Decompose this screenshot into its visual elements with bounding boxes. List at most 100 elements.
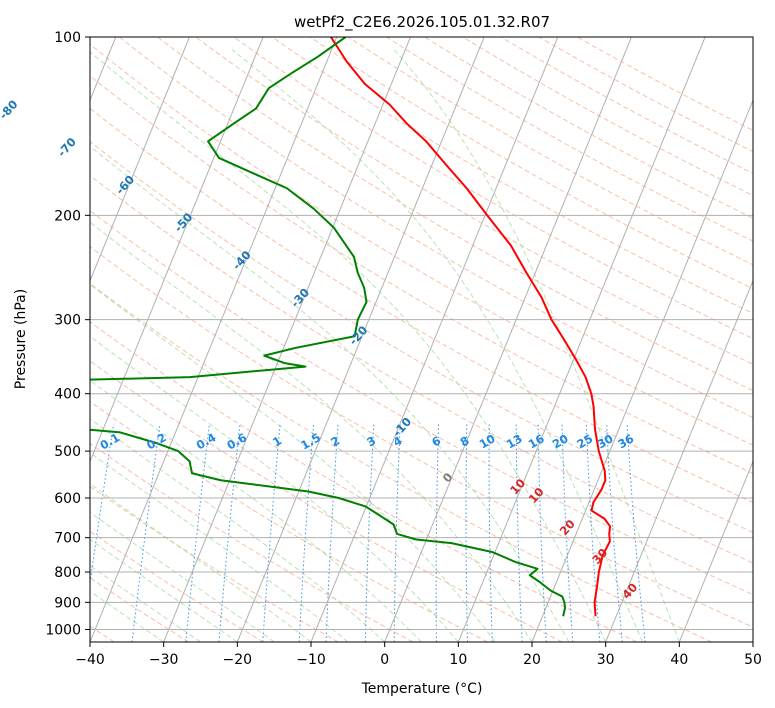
y-tick-label: 400 (54, 387, 81, 403)
background-lines (90, 37, 753, 642)
x-tick-label: −30 (149, 652, 179, 668)
moist-adiabat (90, 483, 312, 642)
temperature-profile (330, 37, 612, 617)
x-tick-label: −40 (75, 652, 105, 668)
y-tick-label: 900 (54, 595, 81, 611)
dry-adiabat (423, 37, 753, 219)
plot-frame (89, 36, 754, 643)
dry-adiabat-label: -30 (288, 285, 312, 310)
dry-adiabat (90, 360, 563, 642)
mixing-ratio-label: 25 (574, 431, 595, 451)
moist-adiabat (90, 418, 386, 642)
moist-adiabat (90, 538, 238, 642)
dry-adiabat (156, 37, 753, 392)
moist-adiabat-label: 10 (526, 485, 547, 506)
mixing-ratio-line (465, 423, 469, 642)
isotherm (236, 37, 485, 642)
moist-adiabat (90, 283, 496, 642)
isotherm (90, 37, 264, 463)
isotherm (678, 460, 753, 642)
moist-adiabat (90, 379, 422, 642)
x-tick-label: 40 (670, 652, 688, 668)
dry-adiabat (309, 37, 753, 290)
isotherm (310, 37, 559, 642)
isotherm (163, 37, 411, 642)
mixing-ratio-label: 8 (458, 433, 472, 449)
dry-adiabat (194, 37, 753, 365)
x-tick-label: 30 (597, 652, 615, 668)
mixing-ratio-line (90, 423, 115, 587)
x-tick-label: 0 (380, 652, 389, 668)
dry-adiabat (90, 400, 488, 642)
x-tick-label: 50 (744, 652, 762, 668)
mixing-ratio-line (262, 423, 281, 642)
moist-adiabat (90, 335, 459, 642)
mixing-ratio-label: 0.6 (224, 430, 249, 452)
moist-adiabat (231, 49, 643, 642)
dry-adiabat (538, 37, 753, 153)
line-labels: -100-90-80-70-60-50-40-30-20-10010102030… (0, 97, 640, 601)
dry-adiabat (232, 37, 753, 340)
mixing-ratio-label: 2 (328, 433, 342, 449)
moist-adiabat (90, 51, 607, 642)
dry-adiabat (90, 321, 638, 642)
dry-adiabat (90, 43, 753, 446)
dry-adiabat (118, 37, 753, 419)
dry-adiabat (90, 246, 753, 628)
y-tick-label: 100 (54, 30, 81, 46)
mixing-ratio-label: 1 (270, 433, 284, 449)
dry-adiabat (499, 37, 753, 174)
mixing-ratio-line (585, 423, 601, 642)
moist-adiabat (90, 565, 201, 642)
dry-adiabat (90, 530, 264, 642)
mixing-ratio-line (131, 423, 161, 642)
dry-adiabat-label: -20 (346, 323, 370, 348)
y-axis-label: Pressure (hPa) (13, 289, 29, 389)
mixing-ratio-label: 1.5 (298, 430, 323, 452)
dry-adiabat-label: 0 (440, 470, 456, 485)
x-axis-label: Temperature (°C) (361, 681, 483, 697)
mixing-ratio-line (488, 423, 493, 642)
mixing-ratio-label: 20 (550, 431, 571, 451)
dry-adiabat-label: -80 (0, 97, 21, 122)
x-tick-label: 10 (449, 652, 467, 668)
dry-adiabat-label: -70 (55, 135, 79, 160)
mixing-ratio-line (364, 423, 375, 642)
chart-title: wetPf2_C2E6.2026.105.01.32.R07 (294, 13, 550, 32)
dry-adiabat (271, 37, 753, 314)
y-tick-label: 800 (54, 565, 81, 581)
dry-adiabat-label: -50 (171, 210, 195, 235)
moist-adiabat (90, 145, 570, 642)
moist-adiabat (90, 590, 164, 642)
x-tick-label: 20 (523, 652, 541, 668)
moist-adiabat (90, 511, 275, 642)
moist-adiabat (90, 452, 349, 642)
x-tick-label: −20 (223, 652, 253, 668)
moist-adiabat (393, 49, 680, 642)
y-tick-label: 700 (54, 531, 81, 547)
dry-adiabat (90, 210, 753, 596)
mixing-ratio-label: 6 (429, 433, 443, 449)
isotherm (752, 640, 753, 642)
y-tick-label: 600 (54, 491, 81, 507)
isotherm (90, 37, 190, 283)
dry-adiabat (90, 175, 753, 564)
dewpoint-profile (90, 37, 567, 617)
dry-adiabat (90, 140, 753, 533)
axes: −40 −30 −20 −10 0 10 20 30 40 5010020030040050060… (45, 30, 762, 668)
mixing-ratio-line (435, 423, 440, 642)
mixing-ratio-line (325, 423, 339, 642)
mixing-ratio-line (515, 423, 523, 642)
profiles (90, 37, 612, 617)
isotherm (531, 98, 753, 642)
dry-adiabat (90, 283, 712, 642)
moist-adiabat-label: 40 (619, 580, 640, 601)
mixing-ratio-label: 16 (526, 431, 547, 451)
mixing-ratio-label: 13 (504, 431, 525, 451)
dry-adiabat (90, 75, 753, 475)
mixing-ratio-label: 0.4 (194, 430, 219, 452)
dry-adiabat-label: -60 (113, 172, 137, 197)
isotherm (457, 37, 706, 642)
mixing-ratio-line (185, 423, 210, 642)
